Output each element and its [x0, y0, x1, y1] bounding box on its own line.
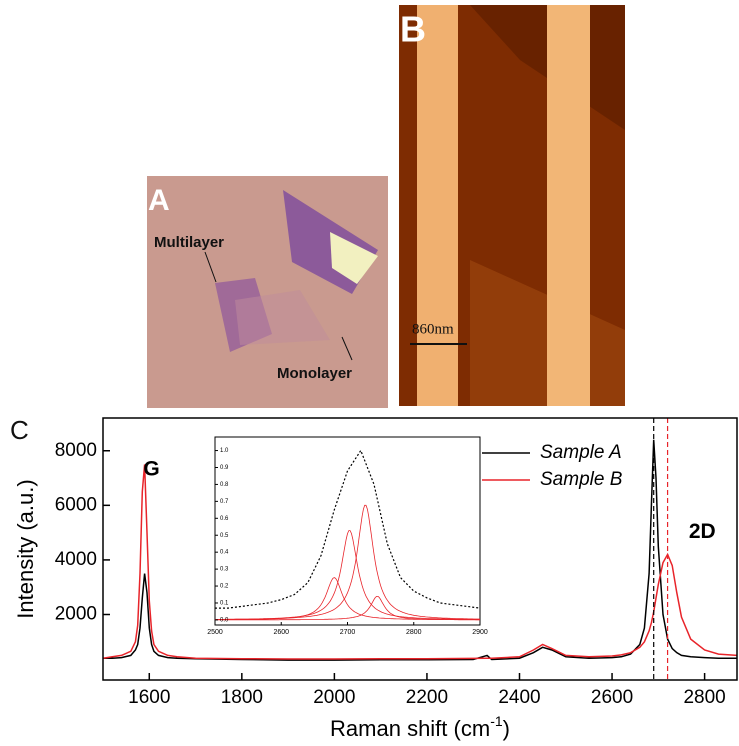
- raman-chart: 1600 1800 2000 2200 2400 2600 2800 2000 4000 6000…: [13, 417, 738, 741]
- spectrum-line: [103, 439, 737, 661]
- inset-y-tick-label: 0.8: [220, 482, 229, 488]
- scale-bar-label: 860nm: [412, 321, 454, 337]
- fit-component: [215, 504, 481, 620]
- panel-label: A: [148, 184, 170, 217]
- inset-y-tick-label: 0.7: [220, 499, 229, 505]
- inset-y-tick-label: 0.9: [220, 465, 229, 471]
- spectrum-line: [102, 464, 738, 660]
- inset-x-tick-label: 2900: [472, 629, 488, 636]
- inset-x-tick-label: 2600: [273, 629, 289, 636]
- inset-x-tick-label: 2500: [207, 629, 223, 636]
- legend-label: Sample A: [540, 442, 622, 463]
- y-tick-label: 2000: [55, 604, 97, 625]
- label-multilayer: Multilayer: [154, 234, 224, 251]
- fit-component: [215, 596, 480, 621]
- x-axis-label-sup: -1: [490, 713, 503, 729]
- inset-y-tick-label: 0.0: [220, 617, 229, 623]
- y-tick-label: 6000: [55, 494, 97, 515]
- afm-stripe: [417, 5, 458, 406]
- x-tick-label: 2600: [591, 687, 633, 708]
- label-monolayer: Monolayer: [277, 365, 352, 382]
- inset-y-tick-label: 1.0: [220, 448, 229, 454]
- inset-y-tick-label: 0.3: [220, 567, 229, 573]
- inset-x-tick-label: 2700: [340, 629, 356, 636]
- peak-annotation: G: [143, 457, 159, 480]
- inset-y-tick-label: 0.5: [220, 533, 229, 539]
- legend-label: Sample B: [540, 469, 623, 490]
- x-tick-label: 1800: [221, 687, 263, 708]
- inset-y-tick-label: 0.4: [220, 550, 229, 556]
- inset-x-tick-label: 2800: [406, 629, 422, 636]
- x-tick-label: 2400: [498, 687, 540, 708]
- x-tick-label: 1600: [128, 687, 170, 708]
- x-tick-label: 2200: [406, 687, 448, 708]
- afm-stripe: [547, 5, 590, 406]
- x-axis-label-end: ): [503, 716, 510, 741]
- optical-image: [147, 176, 388, 408]
- thick-flake-core: [330, 232, 378, 284]
- peak-annotation: 2D: [689, 520, 716, 543]
- y-axis-label: Intensity (a.u.): [13, 479, 38, 618]
- inset-y-tick-label: 0.1: [220, 601, 229, 607]
- inset-data-line: [215, 449, 481, 609]
- panel-label: B: [400, 9, 426, 50]
- panel-label: C: [10, 415, 29, 445]
- arrow: [341, 336, 353, 361]
- inset-y-tick-label: 0.2: [220, 584, 229, 590]
- x-tick-label: 2000: [313, 687, 355, 708]
- inset-frame: [214, 436, 481, 626]
- x-axis-label-text: Raman shift (cm: [330, 716, 490, 741]
- y-tick-label: 8000: [55, 440, 97, 461]
- y-tick-label: 4000: [55, 549, 97, 570]
- plot-frame: [102, 417, 738, 681]
- inset-y-tick-label: 0.6: [220, 516, 229, 522]
- arrow: [204, 251, 217, 283]
- x-tick-label: 2800: [683, 687, 725, 708]
- monolayer-flake: [235, 290, 330, 345]
- x-axis-label: Raman shift (cm-1): [330, 713, 510, 741]
